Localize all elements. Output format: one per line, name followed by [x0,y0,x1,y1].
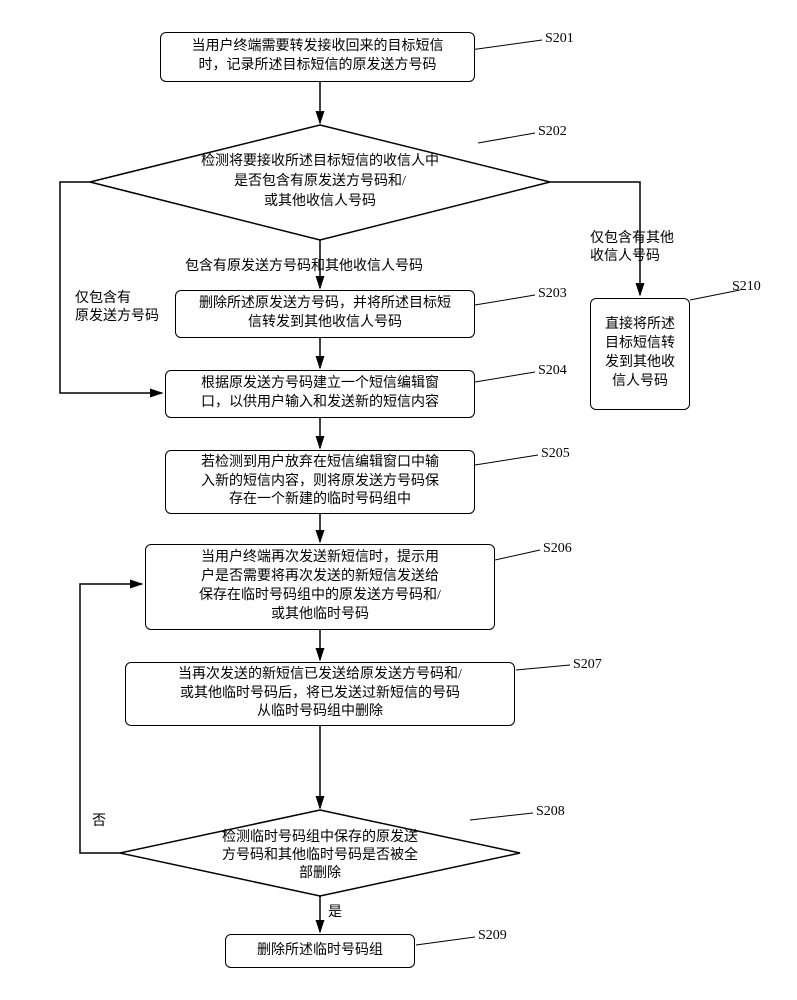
node-s205: 若检测到用户放弃在短信编辑窗口中输 入新的短信内容，则将原发送方号码保 存在一个… [165,450,475,514]
node-s201: 当用户终端需要转发接收回来的目标短信 时，记录所述目标短信的原发送方号码 [160,32,475,82]
s202-line3: 或其他收信人号码 [264,193,376,209]
decision-s202 [90,125,550,240]
s208-line1: 检测临时号码组中保存的原发送 [222,829,418,845]
node-s203: 删除所述原发送方号码，并将所述目标短 信转发到其他收信人号码 [175,290,475,338]
node-s206: 当用户终端再次发送新短信时，提示用 户是否需要将再次发送的新短信发送给 保存在临… [145,544,495,630]
step-label-s210: S210 [732,278,761,296]
s202-line1: 检测将要接收所述目标短信的收信人中 [201,152,439,169]
node-s201-text: 当用户终端需要转发接收回来的目标短信 时，记录所述目标短信的原发送方号码 [192,38,444,76]
flowchart-canvas: 检测将要接收所述目标短信的收信人中 是否包含有原发送方号码和/ 或其他收信人号码… [20,20,777,980]
node-s206-text: 当用户终端再次发送新短信时，提示用 户是否需要将再次发送的新短信发送给 保存在临… [199,549,441,625]
edge-label-no: 否 [92,813,106,831]
step-label-s206: S206 [543,540,572,558]
node-s207-text: 当再次发送的新短信已发送给原发送方号码和/ 或其他临时号码后，将已发送过新短信的… [178,666,462,723]
edge-label-both: 包含有原发送方号码和其他收信人号码 [185,258,423,276]
step-label-s202: S202 [538,123,567,141]
node-s205-text: 若检测到用户放弃在短信编辑窗口中输 入新的短信内容，则将原发送方号码保 存在一个… [201,454,439,511]
node-s204-text: 根据原发送方号码建立一个短信编辑窗 口，以供用户输入和发送新的短信内容 [201,375,439,413]
edge-label-left-only: 仅包含有 原发送方号码 [75,290,159,326]
node-s209: 删除所述临时号码组 [225,934,415,968]
step-label-s201: S201 [545,30,574,48]
edge-label-yes: 是 [328,904,342,922]
step-label-s209: S209 [478,927,507,945]
s208-line3: 部删除 [299,865,341,881]
step-label-s208: S208 [536,803,565,821]
node-s203-text: 删除所述原发送方号码，并将所述目标短 信转发到其他收信人号码 [199,295,451,333]
s202-line2: 是否包含有原发送方号码和/ [234,173,406,189]
edge-label-right-only: 仅包含有其他 收信人号码 [590,230,674,266]
s208-line2: 方号码和其他临时号码是否被全 [222,846,418,863]
step-label-s203: S203 [538,285,567,303]
node-s210-text: 直接将所述 目标短信转 发到其他收 信人号码 [605,316,675,392]
node-s204: 根据原发送方号码建立一个短信编辑窗 口，以供用户输入和发送新的短信内容 [165,370,475,418]
node-s207: 当再次发送的新短信已发送给原发送方号码和/ 或其他临时号码后，将已发送过新短信的… [125,662,515,726]
step-label-s207: S207 [573,656,602,674]
step-label-s204: S204 [538,362,567,380]
node-s209-text: 删除所述临时号码组 [257,942,383,961]
decision-s208 [120,810,520,896]
node-s210: 直接将所述 目标短信转 发到其他收 信人号码 [590,298,690,410]
step-label-s205: S205 [541,445,570,463]
